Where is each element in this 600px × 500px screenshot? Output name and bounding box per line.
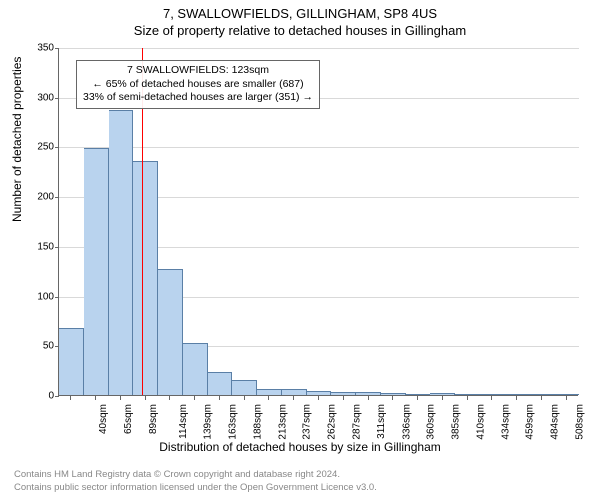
bar (406, 394, 431, 395)
x-tick-label: 385sqm (451, 404, 462, 440)
y-tick-mark (55, 48, 59, 49)
x-tick-label: 508sqm (574, 404, 585, 440)
x-tick-mark (145, 396, 146, 400)
gridline (59, 147, 579, 148)
y-tick-label: 350 (37, 43, 54, 54)
x-tick-label: 114sqm (178, 404, 189, 439)
x-tick-label: 65sqm (123, 404, 134, 434)
x-tick-label: 237sqm (302, 404, 313, 440)
x-tick-mark (467, 396, 468, 400)
y-tick-label: 150 (37, 241, 54, 252)
x-tick-mark (566, 396, 567, 400)
x-tick-mark (293, 396, 294, 400)
bar (381, 393, 406, 395)
y-tick-label: 0 (48, 391, 54, 402)
x-tick-mark (541, 396, 542, 400)
x-tick-label: 139sqm (203, 404, 214, 440)
x-tick-label: 287sqm (352, 404, 363, 440)
y-tick-mark (55, 396, 59, 397)
footer-line: Contains HM Land Registry data © Crown c… (14, 469, 377, 481)
x-tick-mark (95, 396, 96, 400)
x-tick-label: 410sqm (475, 404, 486, 440)
chart-title-line1: 7, SWALLOWFIELDS, GILLINGHAM, SP8 4US (0, 0, 600, 21)
x-tick-mark (318, 396, 319, 400)
bar (158, 269, 183, 395)
bar (59, 328, 84, 395)
x-tick-label: 434sqm (500, 404, 511, 440)
x-tick-label: 89sqm (148, 404, 159, 434)
x-axis-label: Distribution of detached houses by size … (0, 440, 600, 454)
bar (554, 394, 579, 395)
bar (208, 372, 233, 395)
gridline (59, 48, 579, 49)
bar (331, 392, 356, 395)
x-tick-mark (169, 396, 170, 400)
bar (480, 394, 505, 395)
bar (257, 389, 282, 395)
bar (282, 389, 307, 395)
x-tick-label: 360sqm (426, 404, 437, 440)
x-tick-label: 336sqm (401, 404, 412, 440)
footer-attribution: Contains HM Land Registry data © Crown c… (14, 469, 377, 494)
bar (183, 343, 208, 395)
y-tick-label: 100 (37, 291, 54, 302)
x-tick-mark (268, 396, 269, 400)
y-tick-mark (55, 147, 59, 148)
bar (84, 148, 109, 395)
x-tick-label: 459sqm (525, 404, 536, 440)
reference-annotation: 7 SWALLOWFIELDS: 123sqm ← 65% of detache… (76, 60, 320, 109)
x-tick-label: 163sqm (228, 404, 239, 440)
x-tick-label: 40sqm (98, 404, 109, 434)
bar (529, 394, 554, 395)
y-tick-mark (55, 297, 59, 298)
bar (307, 391, 332, 395)
x-tick-mark (516, 396, 517, 400)
y-tick-mark (55, 197, 59, 198)
x-tick-mark (392, 396, 393, 400)
bar (430, 393, 455, 395)
bar (232, 380, 257, 395)
y-tick-label: 200 (37, 192, 54, 203)
chart-container: 7, SWALLOWFIELDS, GILLINGHAM, SP8 4US Si… (0, 0, 600, 500)
y-tick-mark (55, 247, 59, 248)
y-tick-label: 250 (37, 142, 54, 153)
x-tick-mark (417, 396, 418, 400)
annotation-line: ← 65% of detached houses are smaller (68… (83, 78, 313, 92)
x-tick-label: 484sqm (550, 404, 561, 440)
x-tick-mark (491, 396, 492, 400)
footer-line: Contains public sector information licen… (14, 482, 377, 494)
x-tick-mark (244, 396, 245, 400)
y-tick-label: 50 (43, 341, 54, 352)
bar (356, 392, 381, 395)
x-tick-label: 188sqm (253, 404, 264, 440)
chart-title-line2: Size of property relative to detached ho… (0, 21, 600, 38)
x-tick-label: 213sqm (277, 404, 288, 440)
bar (455, 394, 480, 395)
x-tick-mark (70, 396, 71, 400)
bar (133, 161, 158, 395)
x-tick-mark (368, 396, 369, 400)
x-tick-label: 262sqm (327, 404, 338, 440)
x-tick-mark (442, 396, 443, 400)
annotation-line: 33% of semi-detached houses are larger (… (83, 91, 313, 105)
x-tick-mark (194, 396, 195, 400)
x-tick-label: 311sqm (376, 404, 387, 439)
bar (109, 110, 134, 395)
bar (505, 394, 530, 395)
y-tick-label: 300 (37, 92, 54, 103)
y-axis-label: Number of detached properties (10, 57, 24, 222)
chart-plot-area: 7 SWALLOWFIELDS: 123sqm ← 65% of detache… (58, 48, 578, 396)
annotation-line: 7 SWALLOWFIELDS: 123sqm (83, 64, 313, 78)
x-tick-mark (343, 396, 344, 400)
x-tick-mark (120, 396, 121, 400)
y-tick-mark (55, 98, 59, 99)
x-tick-mark (219, 396, 220, 400)
